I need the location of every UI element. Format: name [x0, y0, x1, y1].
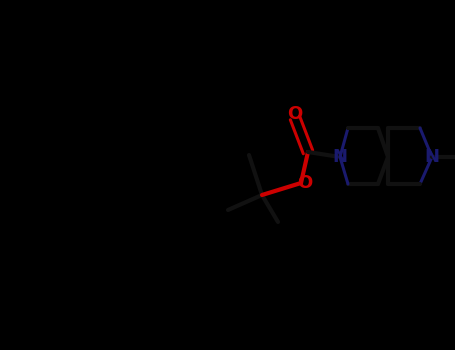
Text: O: O: [298, 174, 313, 192]
Text: O: O: [288, 105, 303, 123]
Text: N: N: [425, 148, 440, 166]
Text: N: N: [333, 148, 348, 166]
